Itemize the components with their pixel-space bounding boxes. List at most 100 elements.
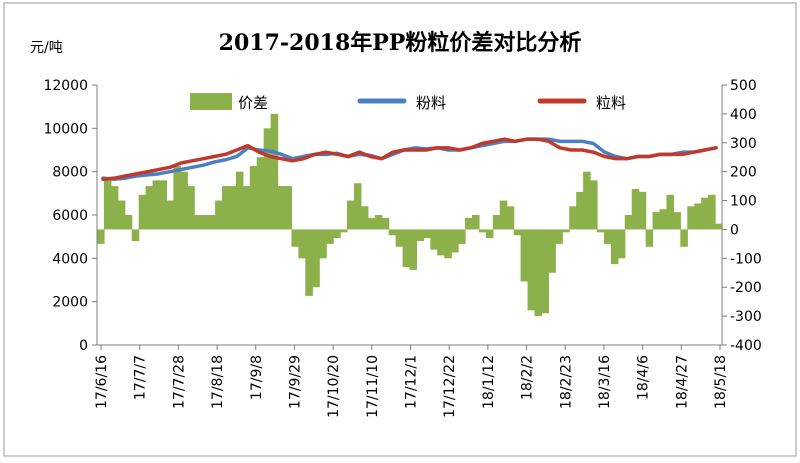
x-tick-label: 18/4/6 bbox=[636, 355, 652, 400]
spread-bar bbox=[583, 171, 591, 230]
spread-bar bbox=[187, 186, 195, 230]
spread-bar bbox=[631, 189, 640, 230]
legend-swatch-spread bbox=[190, 93, 232, 110]
spread-bar bbox=[166, 200, 174, 230]
spread-bar bbox=[319, 229, 327, 259]
right-tick-label: 400 bbox=[730, 107, 757, 123]
left-tick-label: 0 bbox=[79, 338, 88, 354]
spread-bar bbox=[284, 186, 293, 230]
left-tick-label: 2000 bbox=[52, 295, 88, 311]
spread-bar bbox=[569, 206, 577, 230]
left-tick-label: 4000 bbox=[52, 251, 88, 267]
spread-bar bbox=[527, 229, 536, 311]
spread-bar bbox=[548, 229, 556, 273]
spread-bar bbox=[201, 215, 209, 230]
x-tick-label: 18/1/12 bbox=[481, 355, 497, 409]
spread-bar bbox=[590, 180, 598, 230]
spread-bar bbox=[458, 229, 466, 244]
spread-bar bbox=[333, 229, 341, 239]
spread-bar bbox=[451, 229, 459, 253]
spread-bar bbox=[652, 212, 661, 230]
left-tick-label: 6000 bbox=[52, 208, 88, 224]
spread-bar bbox=[145, 186, 154, 230]
spread-bar bbox=[659, 209, 668, 230]
spread-bar bbox=[222, 186, 230, 230]
spread-bar bbox=[472, 215, 480, 230]
spread-bar bbox=[242, 186, 251, 230]
spread-bar bbox=[687, 206, 695, 230]
spread-bar bbox=[478, 229, 487, 233]
spread-bar bbox=[673, 212, 681, 230]
spread-bar bbox=[215, 200, 223, 230]
x-tick-label: 17/9/8 bbox=[249, 355, 265, 400]
y-axis-unit-label: 元/吨 bbox=[30, 40, 63, 56]
left-tick-label: 8000 bbox=[52, 165, 88, 181]
spread-bar bbox=[423, 229, 431, 239]
spread-bar bbox=[340, 229, 348, 233]
right-tick-label: 200 bbox=[730, 165, 757, 181]
legend-label-pellet: 粒料 bbox=[596, 94, 626, 112]
spread-bar bbox=[638, 191, 647, 230]
spread-bar bbox=[520, 229, 529, 282]
spread-bar bbox=[291, 229, 299, 247]
spread-bar bbox=[597, 229, 605, 233]
spread-bar bbox=[506, 206, 515, 230]
spread-bar bbox=[465, 217, 473, 230]
spread-bar bbox=[388, 229, 397, 236]
x-tick-label: 17/12/22 bbox=[442, 355, 458, 418]
x-tick-label: 17/8/18 bbox=[210, 355, 226, 409]
spread-bar bbox=[485, 229, 494, 239]
spread-bar bbox=[256, 157, 265, 230]
right-tick-label: 100 bbox=[730, 194, 757, 210]
spread-bar bbox=[138, 194, 147, 230]
spread-bar bbox=[562, 229, 570, 233]
spread-bar bbox=[298, 229, 306, 259]
spread-bar bbox=[381, 217, 390, 230]
spread-bar bbox=[416, 229, 424, 241]
left-tick-label: 10000 bbox=[43, 121, 88, 137]
spread-bar bbox=[110, 186, 119, 230]
spread-bar bbox=[666, 194, 674, 230]
spread-bar bbox=[541, 229, 549, 314]
x-tick-label: 17/6/16 bbox=[94, 355, 110, 409]
spread-bar bbox=[367, 217, 376, 230]
spread-bar bbox=[694, 203, 702, 230]
spread-bar bbox=[701, 197, 709, 230]
spread-bar bbox=[235, 171, 244, 230]
spread-bar bbox=[617, 229, 626, 259]
x-tick-label: 18/4/27 bbox=[674, 355, 690, 409]
legend-label-powder: 粉料 bbox=[416, 94, 446, 112]
right-tick-label: -300 bbox=[730, 309, 762, 325]
spread-bar bbox=[513, 229, 522, 236]
spread-bar bbox=[680, 229, 688, 247]
spread-bar bbox=[159, 180, 168, 230]
right-tick-label: 0 bbox=[730, 222, 739, 238]
spread-bar bbox=[444, 229, 452, 259]
spread-bar bbox=[117, 200, 126, 230]
spread-bar bbox=[492, 215, 501, 230]
spread-bar bbox=[277, 186, 286, 230]
x-tick-label: 17/9/29 bbox=[287, 355, 303, 409]
spread-bar bbox=[437, 229, 445, 256]
spread-bar bbox=[180, 171, 188, 230]
spread-bar bbox=[409, 229, 418, 270]
spread-bar bbox=[152, 180, 161, 230]
spread-bar bbox=[131, 229, 140, 241]
spread-bar bbox=[249, 165, 258, 230]
spread-bar bbox=[208, 215, 216, 230]
right-tick-label: -200 bbox=[730, 280, 762, 296]
x-tick-label: 18/2/2 bbox=[520, 355, 536, 400]
right-tick-label: -400 bbox=[730, 338, 762, 354]
spread-bar bbox=[97, 229, 105, 244]
chart-title: 2017-2018年PP粉粒价差对比分析 bbox=[219, 30, 582, 56]
spread-bar bbox=[610, 229, 619, 265]
spread-bar bbox=[555, 229, 563, 244]
left-tick-label: 12000 bbox=[43, 78, 88, 94]
x-tick-label: 17/7/7 bbox=[133, 355, 149, 400]
spread-bar bbox=[715, 223, 723, 230]
spread-bar bbox=[402, 229, 411, 267]
legend: 价差 粉料 粒料 bbox=[190, 93, 626, 112]
spread-bar bbox=[263, 128, 272, 230]
x-tick-label: 18/3/16 bbox=[597, 355, 613, 409]
